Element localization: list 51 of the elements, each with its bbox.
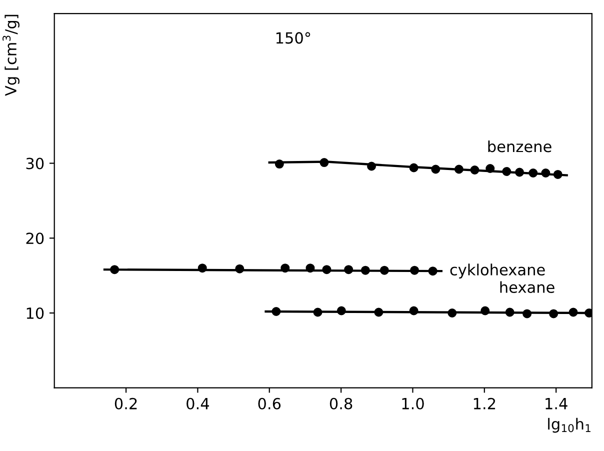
point	[410, 266, 420, 275]
point	[322, 265, 332, 274]
point	[428, 266, 438, 276]
point	[313, 308, 322, 317]
x-tick-label: 0.8	[330, 398, 352, 410]
x-tick-label: 1.0	[402, 398, 424, 410]
point	[502, 167, 512, 176]
point	[274, 160, 284, 169]
series-label: cyklohexane	[450, 264, 545, 278]
x-tick-label: 0.2	[114, 398, 137, 410]
x-tick-label: 0.6	[258, 398, 281, 410]
point	[306, 264, 315, 273]
y-tick-label: 20	[26, 232, 44, 244]
series-label: hexane	[500, 281, 554, 294]
x-tick-label: 1.4	[546, 398, 568, 410]
point	[336, 306, 346, 316]
point	[454, 164, 464, 174]
x-tick-label: 1.2	[474, 398, 496, 410]
y-tick-label: 10	[26, 307, 44, 320]
point	[374, 308, 384, 317]
point	[448, 308, 457, 318]
point	[549, 309, 558, 318]
point	[553, 170, 562, 179]
point	[528, 168, 538, 178]
point	[480, 306, 490, 316]
point	[344, 265, 354, 274]
point	[522, 309, 532, 318]
point	[515, 168, 524, 177]
x-tick-label: 0.4	[186, 398, 209, 410]
annotation: 150°	[276, 32, 310, 44]
point	[367, 162, 376, 171]
y-tick-label: 30	[26, 158, 44, 170]
point	[505, 308, 514, 317]
point	[470, 166, 480, 174]
point	[380, 266, 389, 275]
point	[486, 164, 495, 173]
point	[272, 307, 281, 316]
x-axis-title: lg$_{10}$h$_{1}$	[548, 418, 590, 433]
point	[409, 163, 418, 172]
point	[198, 264, 207, 273]
y-axis-title: Vg [cm$^{3}$/g]	[2, 14, 20, 96]
point	[235, 264, 244, 274]
point	[360, 266, 370, 275]
point	[320, 158, 329, 168]
series-label: benzene	[488, 140, 552, 152]
point	[568, 308, 578, 317]
point	[110, 265, 120, 274]
point	[541, 168, 550, 178]
point	[280, 264, 290, 273]
point	[409, 306, 418, 316]
point	[431, 164, 440, 174]
